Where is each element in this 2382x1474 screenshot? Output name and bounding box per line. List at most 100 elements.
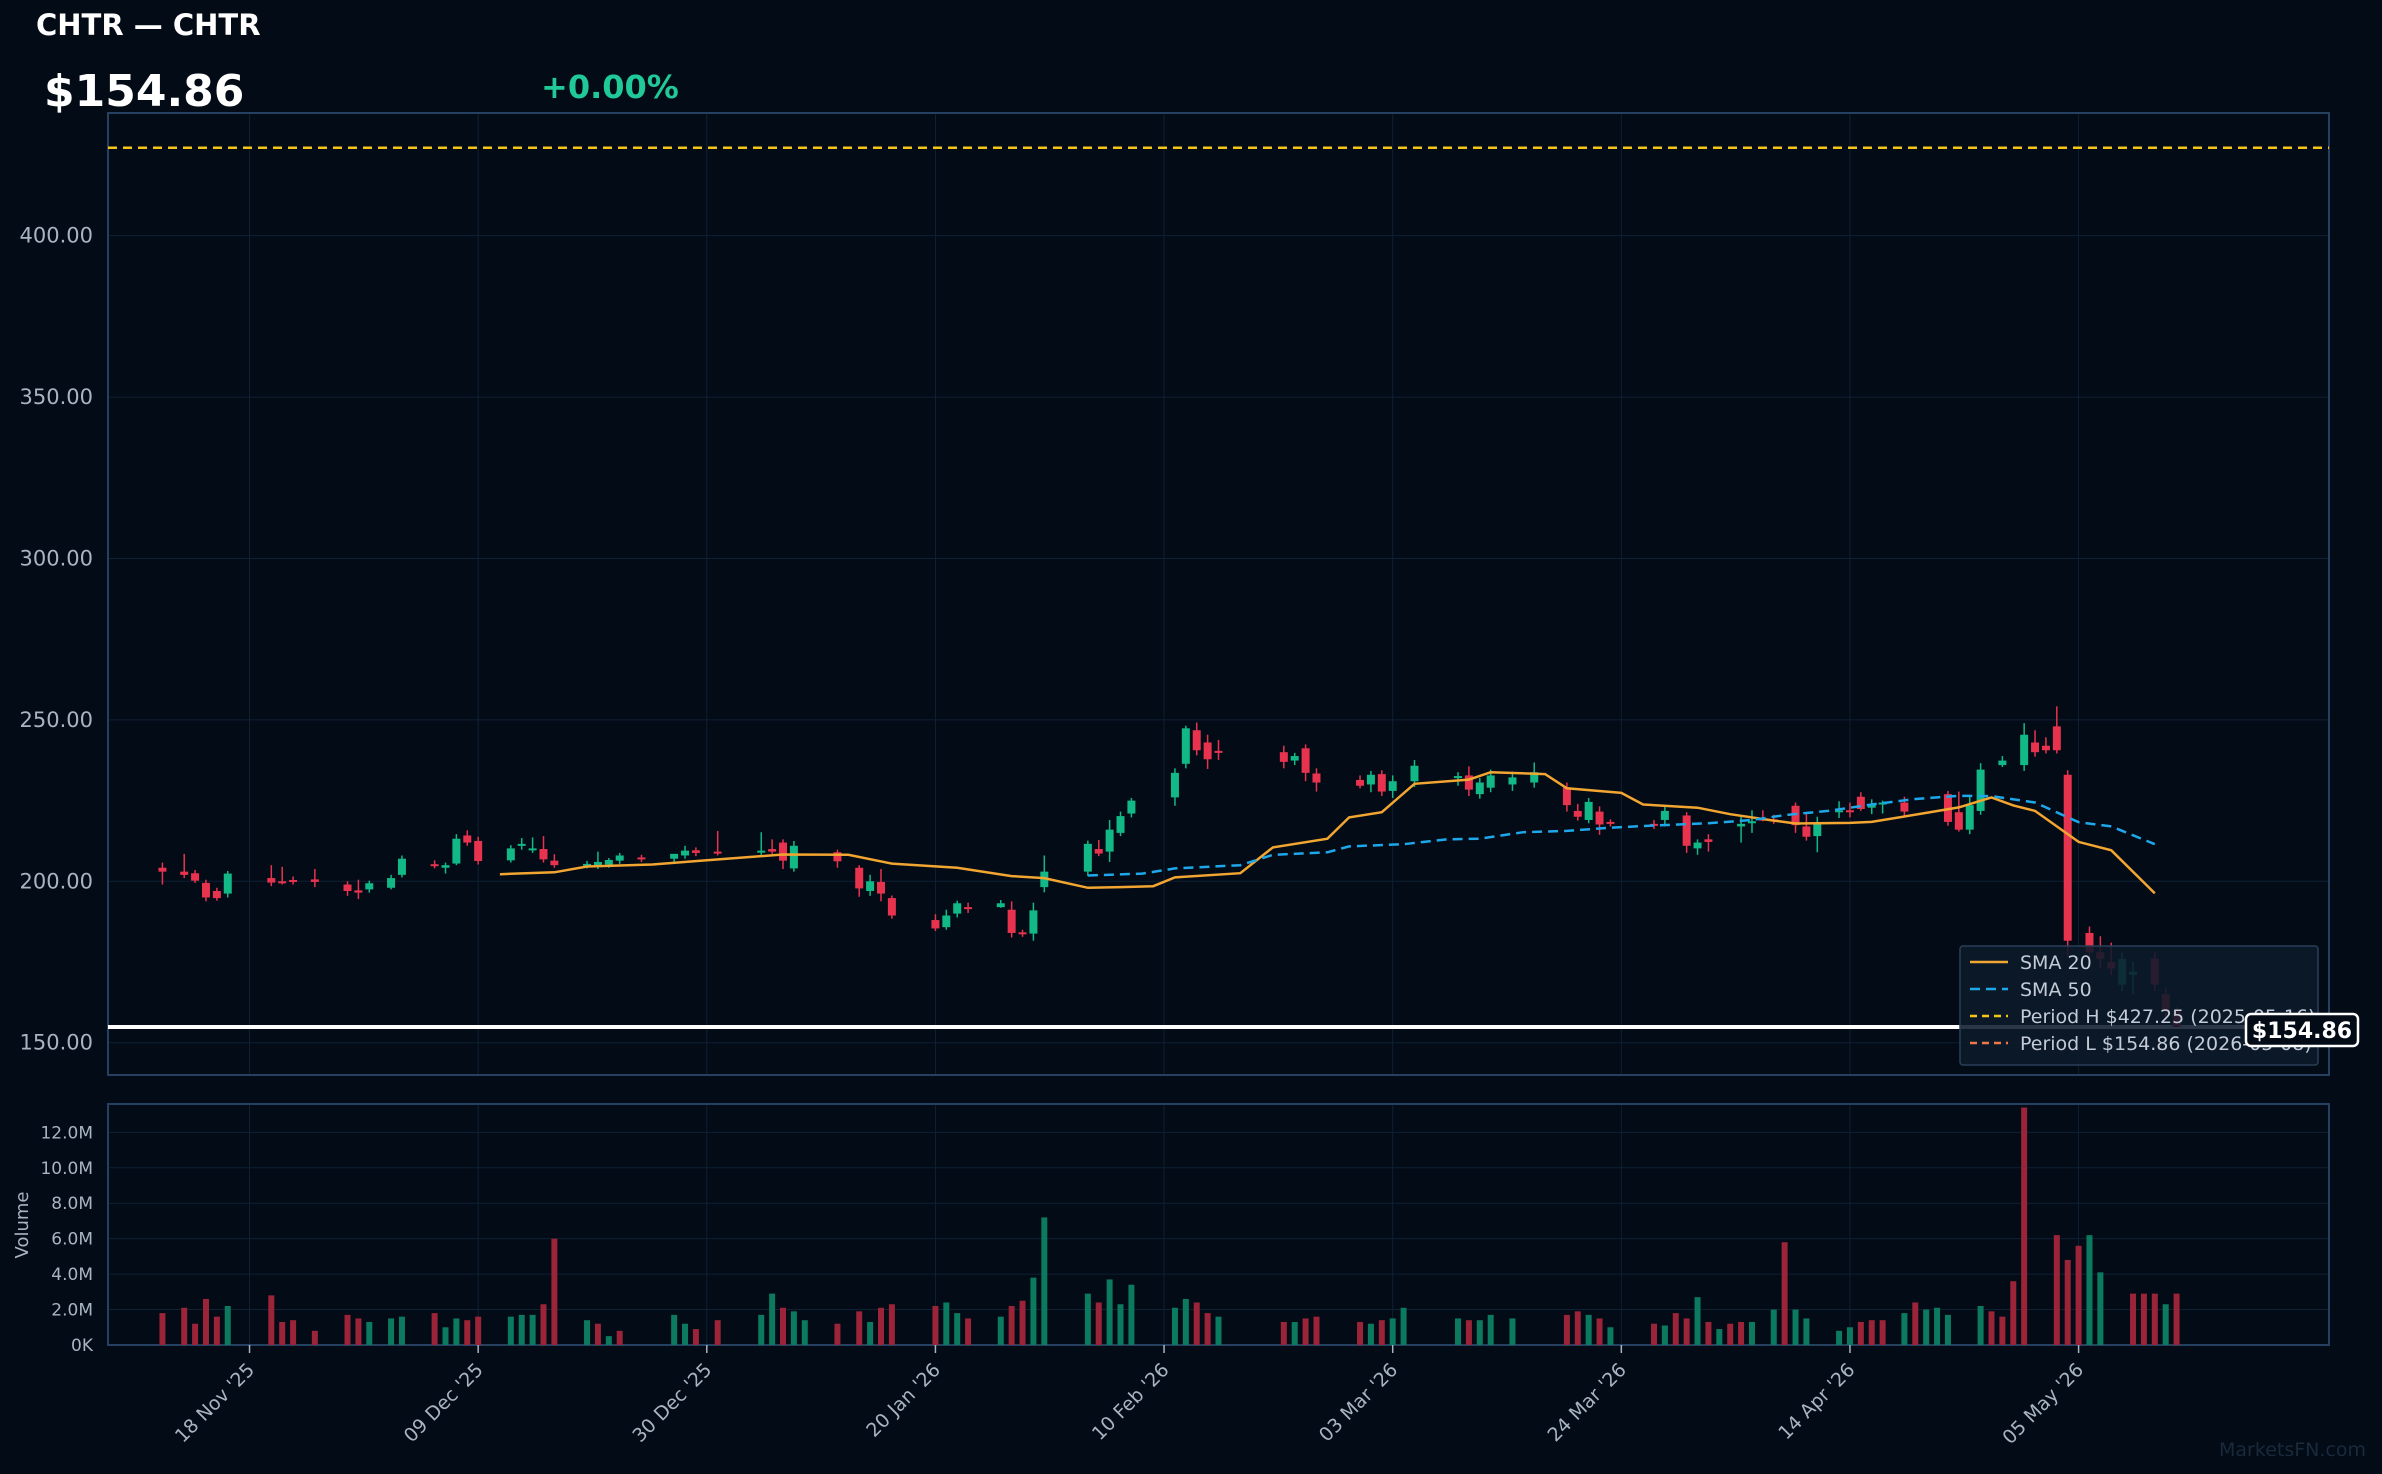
candle	[768, 839, 777, 854]
candle-body	[1214, 750, 1223, 753]
candle	[1660, 807, 1669, 827]
volume-bar	[290, 1320, 297, 1345]
candle-body	[1998, 760, 2007, 766]
candle-body	[289, 880, 298, 883]
candle-body	[670, 853, 679, 859]
volume-bar	[355, 1318, 362, 1345]
volume-bar	[1030, 1277, 1037, 1345]
volume-bar	[801, 1320, 808, 1345]
date-tick-label: 09 Dec '25	[400, 1359, 488, 1447]
volume-tick-label: 12.0M	[40, 1123, 93, 1143]
volume-tick-label: 4.0M	[51, 1265, 93, 1285]
volume-bar	[540, 1304, 547, 1345]
candle-body	[550, 860, 559, 866]
candle	[1584, 798, 1593, 824]
volume-bar	[1923, 1309, 1930, 1345]
volume-bar	[159, 1313, 166, 1345]
candle-body	[637, 857, 646, 860]
candle	[2020, 723, 2029, 771]
volume-bar	[594, 1323, 601, 1345]
candle	[1040, 855, 1049, 893]
volume-bar	[1041, 1217, 1048, 1345]
volume-bar	[1476, 1320, 1483, 1345]
volume-bar	[1182, 1298, 1189, 1345]
candle	[474, 836, 483, 865]
volume-bar	[1661, 1325, 1668, 1345]
volume-bar	[2075, 1245, 2082, 1345]
volume-bar	[2140, 1293, 2147, 1345]
volume-tick-label: 8.0M	[51, 1194, 93, 1214]
legend-entry: Period L $154.86 (2026-05-08)	[2020, 1033, 2312, 1055]
candle-body	[1301, 748, 1310, 773]
candle-body	[1083, 843, 1092, 872]
volume-bar	[1683, 1318, 1690, 1345]
volume-bar	[2021, 1107, 2028, 1345]
volume-bar	[584, 1320, 591, 1345]
candle	[550, 854, 559, 868]
candle-body	[1170, 772, 1179, 798]
volume-bar	[769, 1293, 776, 1345]
candle-body	[1475, 782, 1484, 795]
candle-body	[1954, 812, 1963, 830]
volume-bar	[965, 1318, 972, 1345]
candle-body	[180, 871, 189, 875]
candle-body	[506, 848, 515, 861]
date-tick-label: 18 Nov '25	[171, 1359, 259, 1447]
volume-axis-label: Volume	[12, 1192, 33, 1259]
candle	[354, 879, 363, 900]
volume-bar	[1008, 1306, 1015, 1345]
volume-bar	[1509, 1318, 1516, 1345]
volume-grid	[108, 1104, 2329, 1346]
volume-bar	[682, 1323, 689, 1345]
volume-axis-ticks: 0K 2.0M 4.0M 6.0M 8.0M 10.0M 12.0M	[40, 1123, 93, 1356]
candle-body	[779, 842, 788, 861]
candle	[1606, 819, 1615, 827]
volume-bar	[1117, 1304, 1124, 1345]
candle-body	[1464, 775, 1473, 790]
candle-body	[1366, 774, 1375, 785]
volume-bar	[692, 1329, 699, 1345]
candle-body	[191, 873, 200, 881]
candle	[191, 870, 200, 883]
candle	[1083, 840, 1092, 877]
volume-bar	[1389, 1318, 1396, 1345]
volume-bar	[192, 1323, 199, 1345]
volume-bar	[2151, 1293, 2158, 1345]
candle	[2052, 706, 2061, 754]
price-axis-ticks: 150.00 200.00 250.00 300.00 350.00 400.00	[20, 224, 93, 1055]
candle	[637, 854, 646, 862]
price-tick-label: 250.00	[20, 708, 93, 732]
candle-body	[1856, 796, 1865, 809]
date-tick-label: 05 May '26	[1998, 1359, 2088, 1449]
candle-body	[768, 849, 777, 852]
volume-bar	[1215, 1316, 1222, 1345]
candle-body	[1312, 773, 1321, 783]
candle-body	[1192, 730, 1201, 751]
volume-bar	[475, 1316, 482, 1345]
volume-bar	[529, 1314, 536, 1345]
volume-bar	[453, 1318, 460, 1345]
candle-body	[1562, 787, 1571, 806]
volume-bar	[932, 1306, 939, 1345]
candle	[212, 887, 221, 901]
candle	[1029, 902, 1038, 941]
candle-body	[2031, 742, 2040, 753]
volume-bar	[888, 1304, 895, 1345]
volume-bar	[1781, 1242, 1788, 1345]
candle-body	[1649, 823, 1658, 826]
volume-bar	[780, 1307, 787, 1345]
legend-entry: SMA 50	[2020, 979, 2092, 1001]
candle	[1301, 744, 1310, 782]
volume-bar	[1019, 1300, 1026, 1345]
candle-body	[2063, 774, 2072, 941]
candle-body	[528, 848, 537, 851]
candle-body	[539, 849, 548, 860]
volume-bar	[1465, 1320, 1472, 1345]
volume-bar	[1879, 1320, 1886, 1345]
candle	[1682, 812, 1691, 853]
volume-tick-label: 2.0M	[51, 1301, 93, 1321]
sma-lines	[499, 770, 2156, 895]
legend-entry: Period H $427.25 (2025-05-16)	[2020, 1006, 2315, 1028]
legend-entry: SMA 20	[2020, 952, 2092, 974]
candle-body	[1388, 781, 1397, 791]
